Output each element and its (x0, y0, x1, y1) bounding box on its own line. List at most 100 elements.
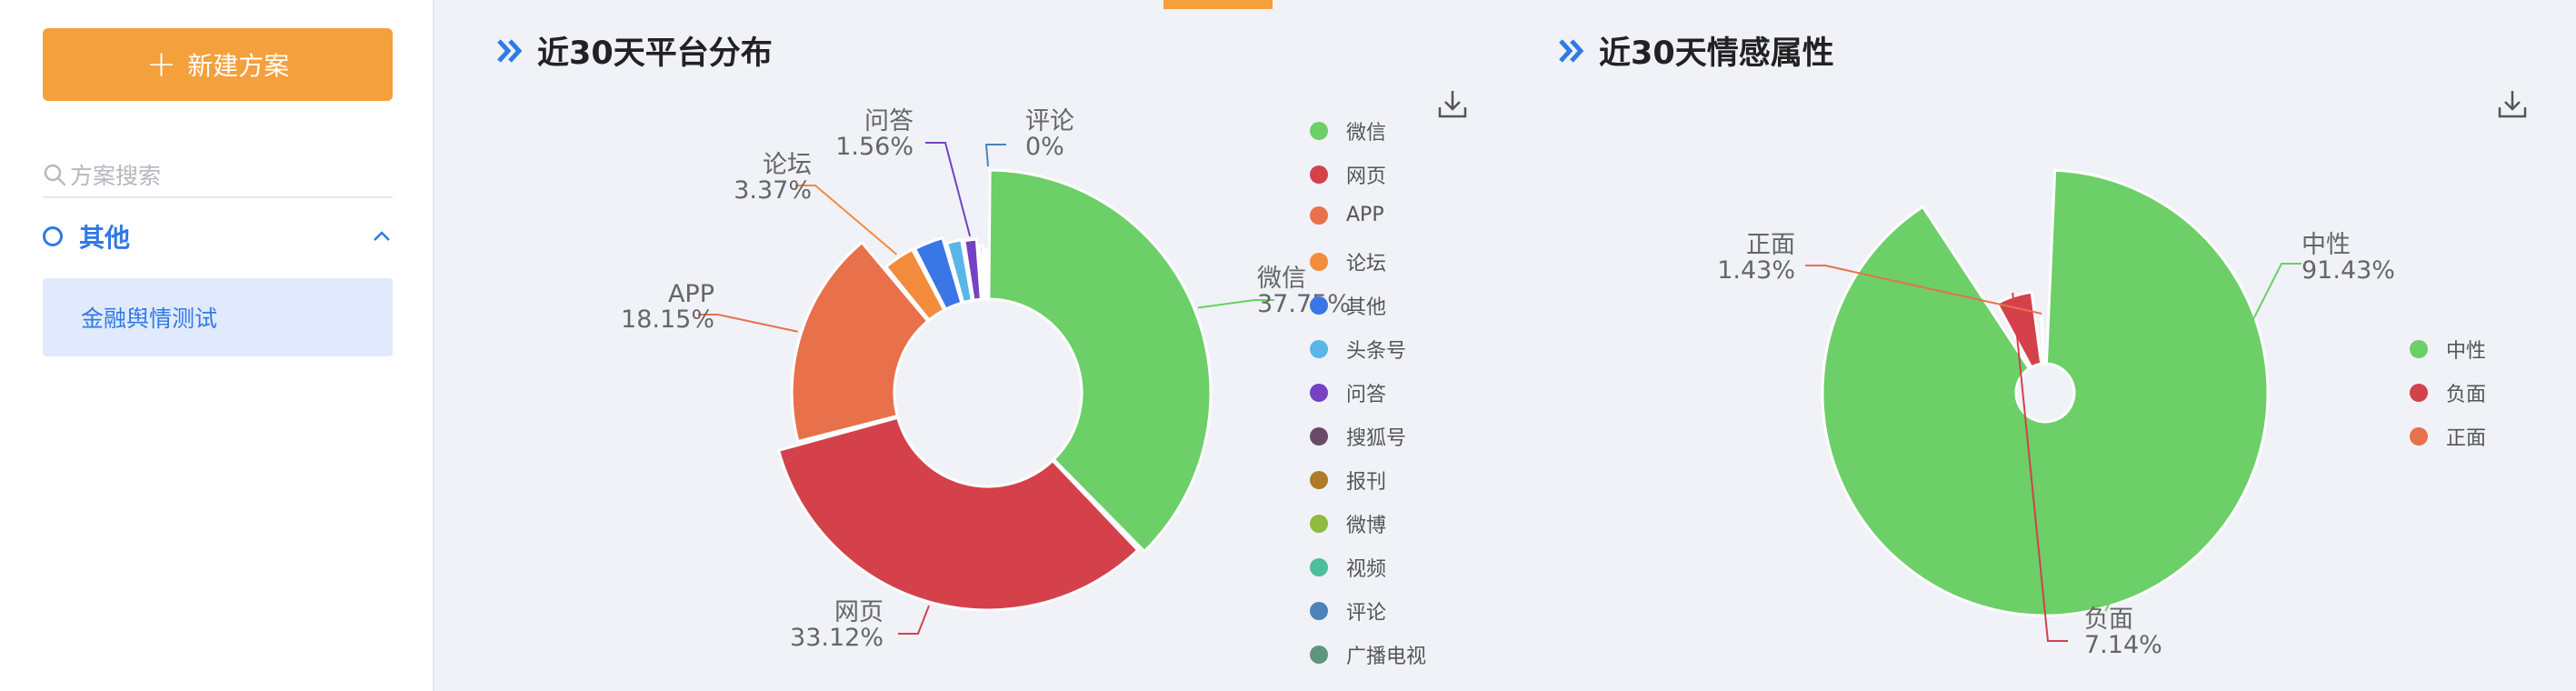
slice-label-name: 评论 (1025, 107, 1074, 135)
chevron-up-icon[interactable] (371, 225, 393, 247)
pie-slice-7[interactable] (978, 244, 986, 301)
slice-label-name: 论坛 (763, 151, 812, 179)
slice-label-value: 37.75% (1257, 290, 1351, 318)
slice-label-value: 0% (1025, 133, 1064, 161)
legend-item[interactable]: 网页 (1310, 160, 1386, 189)
slice-label-name: 网页 (834, 598, 884, 626)
chart-title-text: 近30天平台分布 (537, 35, 773, 72)
legend-dot (1310, 122, 1328, 140)
legend-item[interactable]: 报刊 (1310, 466, 1386, 495)
slice-label-value: 91.43% (2301, 256, 2395, 285)
legend-label: 微博 (1346, 515, 1387, 537)
legend-label: 评论 (1346, 602, 1387, 625)
pie-slice-6[interactable] (963, 237, 983, 302)
label-line-0 (2104, 263, 2301, 612)
legend-label: 网页 (1346, 165, 1387, 188)
pie-slice-0[interactable] (987, 168, 1213, 553)
legend-item[interactable]: 搜狐号 (1310, 422, 1406, 451)
download-icon[interactable] (1436, 87, 1469, 120)
chart-title-platform: 近30天平台分布 (495, 27, 773, 74)
legend-dot (1310, 558, 1328, 576)
legend-dot (1310, 205, 1328, 225)
legend-label: 搜狐号 (1346, 427, 1407, 450)
legend-item[interactable]: 广播电视 (1310, 640, 1426, 669)
group-label: 其他 (79, 223, 131, 253)
legend-dot (1310, 253, 1328, 271)
legend-item[interactable]: 中性 (2410, 335, 2486, 364)
legend-item[interactable]: 其他 (1310, 291, 1386, 320)
legend-label: 广播电视 (1346, 646, 1427, 668)
pie-slice-4[interactable] (914, 236, 964, 311)
legend-label: 中性 (2446, 340, 2487, 363)
plan-search-input[interactable]: 方案搜索 (43, 153, 393, 198)
label-line-0 (1197, 299, 1274, 309)
legend-item[interactable]: 评论 (1310, 596, 1386, 626)
legend-label: 正面 (2446, 427, 2487, 450)
new-plan-button[interactable]: + 新建方案 (43, 28, 393, 101)
legend-dot (1310, 515, 1328, 533)
slice-label-name: 中性 (2301, 231, 2351, 259)
pie-slice-2[interactable] (790, 241, 930, 444)
slice-label-name: 负面 (2084, 606, 2133, 634)
legend-dot (1310, 602, 1328, 620)
pie-slice-3[interactable] (884, 247, 946, 322)
group-other[interactable]: 其他 (43, 218, 393, 255)
legend-dot (1310, 471, 1328, 489)
label-line-1 (898, 605, 930, 635)
pie-slice-2[interactable] (2040, 315, 2046, 366)
slice-label-value: 3.37% (734, 176, 812, 205)
legend-item[interactable]: 正面 (2410, 422, 2486, 451)
download-icon[interactable] (2496, 87, 2529, 120)
plan-item[interactable]: 金融舆情测试 (43, 278, 393, 356)
label-line-3 (795, 185, 898, 255)
legend-label: 报刊 (1346, 471, 1387, 494)
legend-item[interactable]: 微信 (1310, 116, 1386, 145)
slice-label-name: 问答 (864, 107, 914, 135)
slice-label-value: 7.14% (2084, 631, 2162, 659)
legend-dot (1310, 340, 1328, 358)
label-line-2 (698, 314, 798, 333)
legend-label: 微信 (1346, 122, 1387, 145)
legend-dot (1310, 646, 1328, 664)
legend-dot (2410, 427, 2428, 446)
slice-label-value: 18.15% (621, 305, 714, 334)
pie-slice-5[interactable] (945, 238, 973, 305)
legend-item[interactable]: APP (1310, 204, 1384, 226)
legend-dot (1310, 427, 1328, 446)
label-line-1 (2012, 292, 2068, 642)
label-line-2 (1805, 265, 2042, 315)
search-placeholder: 方案搜索 (70, 163, 162, 189)
chart-title-text: 近30天情感属性 (1599, 35, 1834, 72)
legend-dot (2410, 340, 2428, 358)
legend-dot (1310, 165, 1328, 184)
legend-label: 负面 (2446, 384, 2487, 406)
pie-slice-1[interactable] (777, 416, 1140, 612)
label-line-11 (984, 144, 1006, 167)
slice-label-value: 1.43% (1717, 256, 1795, 285)
legend-label: 其他 (1346, 296, 1387, 319)
search-icon (44, 164, 66, 186)
pie-slice-0[interactable] (1821, 168, 2270, 617)
legend-item[interactable]: 头条号 (1310, 335, 1406, 364)
legend-item[interactable]: 视频 (1310, 553, 1386, 582)
slice-label-value: 33.12% (790, 624, 884, 652)
legend-label: 问答 (1346, 384, 1387, 406)
legend-item[interactable]: 负面 (2410, 378, 2486, 407)
circle-icon (43, 226, 63, 246)
legend-label: 论坛 (1346, 253, 1387, 275)
legend-dot (1310, 384, 1328, 402)
legend-item[interactable]: 微博 (1310, 509, 1386, 538)
legend-item[interactable]: 论坛 (1310, 247, 1386, 276)
double-chevron-icon (1559, 38, 1584, 63)
new-plan-label: 新建方案 (187, 51, 290, 81)
legend-dot (1310, 296, 1328, 315)
slice-label-value: 1.56% (835, 133, 914, 161)
chart-title-sentiment: 近30天情感属性 (1557, 27, 1834, 74)
slice-label-name: APP (668, 280, 714, 308)
legend-label: 头条号 (1346, 340, 1407, 363)
slice-label-name: 正面 (1746, 231, 1795, 259)
legend-item[interactable]: 问答 (1310, 378, 1386, 407)
